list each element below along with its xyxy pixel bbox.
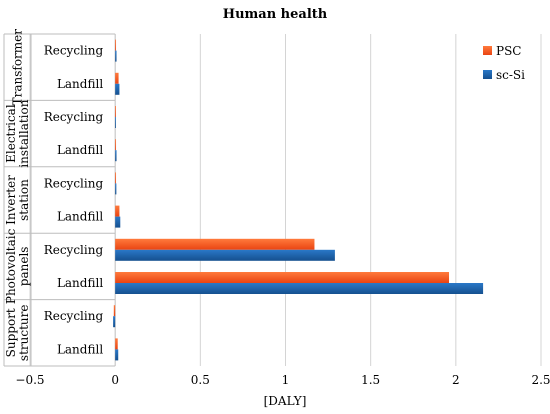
bar-sc-si: [115, 183, 117, 195]
category-axis: Transformer Recycling Landfill Electricalin…: [3, 29, 116, 367]
category-label: Recycling: [44, 309, 104, 323]
bar-psc: [115, 39, 117, 51]
x-tick-label: 1: [282, 373, 290, 387]
x-tick-label: 2.5: [531, 373, 550, 387]
group-label-line: Inverter: [4, 175, 18, 225]
x-tick-label: 1.5: [361, 373, 380, 387]
bar-sc-si: [115, 117, 116, 128]
legend-label: PSC: [496, 44, 521, 58]
x-tick-label: 0.5: [191, 373, 210, 387]
category-label: Landfill: [57, 77, 103, 91]
group-label: Supportstructure: [4, 305, 31, 362]
category-label: Recycling: [44, 243, 104, 257]
bar-psc: [115, 106, 116, 117]
chart-title: Human health: [223, 7, 328, 22]
category-label: Landfill: [57, 276, 103, 290]
group-label-line: Electrical: [4, 104, 18, 163]
bar-psc: [115, 139, 117, 151]
bar-psc: [115, 338, 118, 350]
group-label-line: structure: [17, 305, 31, 362]
group-label: Electricalinstallation: [4, 99, 31, 167]
group-label-line: installation: [17, 99, 31, 167]
category-label: Recycling: [44, 110, 104, 124]
group-label-line: Photovoltaic: [4, 228, 18, 304]
bar-psc: [115, 272, 450, 283]
bar-sc-si: [115, 150, 117, 162]
legend-swatch: [483, 46, 492, 55]
bar-psc: [115, 238, 315, 250]
bars: [113, 39, 484, 361]
legend-label: sc-Si: [496, 68, 525, 82]
bar-sc-si: [115, 216, 121, 228]
category-label: Landfill: [57, 210, 103, 224]
bar-psc: [115, 205, 120, 217]
x-axis-label: [DALY]: [264, 394, 307, 408]
bar-sc-si: [115, 249, 335, 261]
group-label-line: station: [17, 179, 31, 221]
legend: PSC sc-Si: [483, 44, 525, 82]
x-tick-labels: −0.5 0 0.5 1 1.5 2 2.5: [15, 373, 550, 387]
group-label: Inverterstation: [4, 175, 31, 225]
x-tick-label: 0: [111, 373, 119, 387]
grid-lines: [29, 34, 542, 366]
group-label-line: Support: [4, 308, 18, 357]
group-label: Transformer: [11, 29, 25, 106]
group-label: Photovoltaicpanels: [4, 228, 31, 304]
bar-psc: [113, 305, 116, 317]
bar-psc: [115, 72, 119, 84]
group-label-line: panels: [17, 247, 31, 287]
category-label: Recycling: [44, 44, 104, 58]
bar-sc-si: [115, 349, 119, 361]
category-label: Recycling: [44, 176, 104, 190]
legend-swatch: [483, 70, 492, 79]
x-tick-label: 2: [452, 373, 460, 387]
bar-sc-si: [115, 50, 117, 62]
group-label-line: Transformer: [11, 29, 25, 106]
bar-psc: [115, 172, 117, 184]
bar-sc-si: [113, 316, 116, 328]
bar-sc-si: [115, 83, 120, 95]
bar-sc-si: [115, 283, 484, 294]
category-label: Landfill: [57, 342, 103, 356]
category-label: Landfill: [57, 143, 103, 157]
x-tick-label: −0.5: [15, 373, 44, 387]
